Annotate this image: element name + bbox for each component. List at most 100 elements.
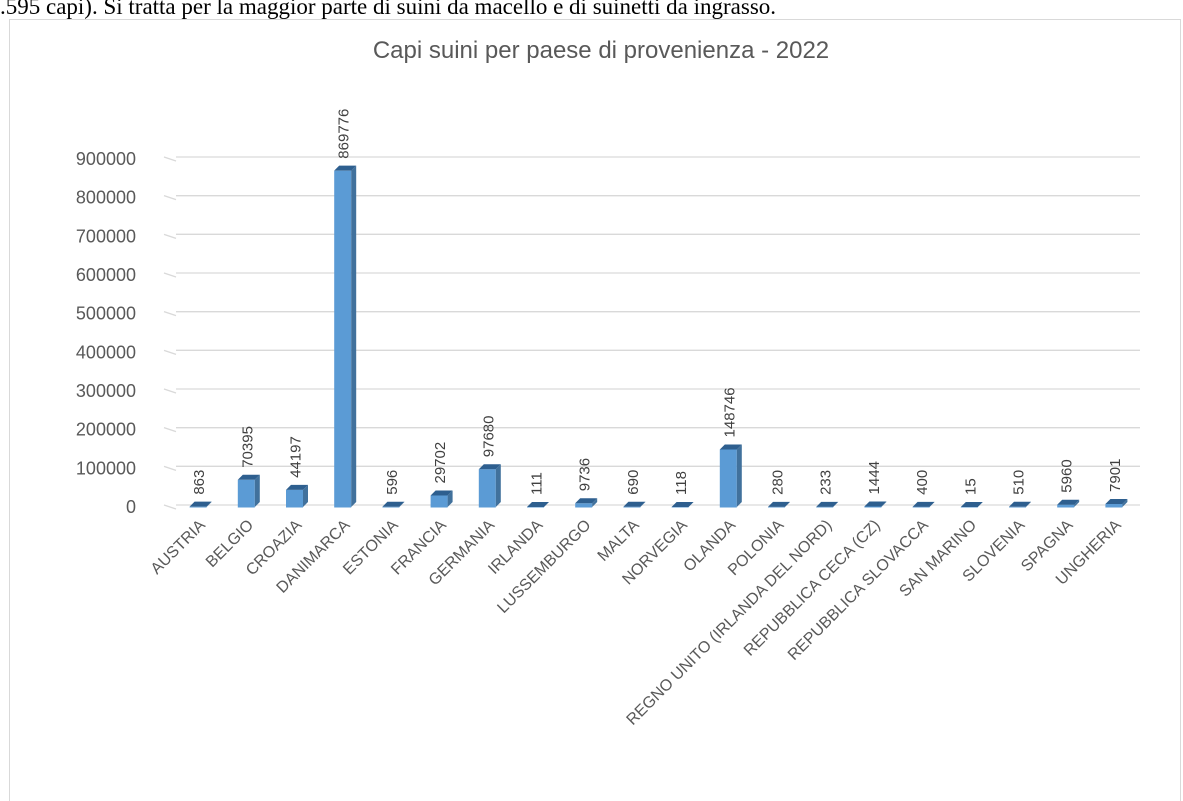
gridline-depth: [163, 156, 177, 162]
bar-top: [430, 490, 453, 496]
gridline-depth: [163, 465, 177, 471]
data-label: 15: [962, 478, 979, 495]
data-label: 44197: [288, 436, 305, 478]
data-label: 9736: [577, 458, 594, 491]
data-label: 70395: [239, 426, 256, 468]
data-label: 118: [673, 471, 690, 495]
bar-top: [864, 501, 887, 507]
data-label: 233: [818, 470, 835, 495]
bar: [478, 464, 501, 508]
bar-front: [1105, 503, 1123, 508]
bar-side: [351, 165, 357, 507]
bar: [1057, 499, 1080, 508]
gridline-depth: [163, 233, 177, 239]
y-tick-label: 900000: [76, 149, 136, 169]
bar-front: [478, 469, 496, 508]
y-tick-label: 300000: [76, 381, 136, 401]
bar-side: [833, 501, 839, 507]
y-tick-label: 0: [126, 497, 136, 517]
bar: [382, 501, 405, 508]
gridline-depth: [163, 504, 177, 510]
bar-top: [912, 501, 935, 507]
gridline-depth: [163, 272, 177, 278]
bar-front: [960, 506, 978, 508]
bar-side: [447, 490, 453, 507]
x-tick-label: MALTA: [595, 517, 643, 565]
bar: [719, 444, 742, 508]
bar-side: [254, 474, 260, 507]
bar-chart: 0 100000 200000 300000 400000 500000 600000 700…: [76, 37, 1140, 729]
data-label: 148746: [721, 387, 738, 437]
bar-top: [478, 464, 501, 470]
bar-front: [623, 506, 641, 508]
bar-front: [768, 506, 785, 508]
bar: [912, 501, 935, 508]
data-label: 111: [529, 472, 546, 495]
data-label: 280: [770, 470, 787, 495]
chart-title: Capi suini per paese di provenienza - 20…: [373, 37, 829, 64]
bar-top: [286, 484, 308, 490]
bar: [1009, 501, 1031, 508]
bar-top: [237, 474, 260, 480]
data-label: 869776: [336, 109, 353, 159]
gridline-depth: [163, 427, 177, 433]
data-label: 1444: [866, 461, 883, 494]
bar-front: [575, 503, 593, 508]
bar: [237, 474, 260, 508]
bar: [768, 501, 790, 508]
bar-front: [1009, 506, 1026, 508]
gridline-depth: [163, 349, 177, 355]
bar-side: [495, 464, 501, 507]
bar-top: [382, 501, 405, 507]
bar-side: [206, 501, 212, 507]
x-tick-label: AUSTRIA: [148, 517, 209, 578]
bar-front: [816, 506, 834, 508]
bar-top: [623, 501, 646, 507]
y-tick-label: 100000: [76, 458, 136, 478]
y-tick-label: 500000: [76, 304, 136, 324]
y-axis-ticks: 0 100000 200000 300000 400000 500000 600000 700…: [76, 149, 136, 517]
y-tick-label: 400000: [76, 342, 136, 362]
bar-top: [768, 501, 790, 507]
bar-side: [544, 501, 549, 507]
bar-front: [286, 489, 303, 508]
y-tick-label: 700000: [76, 226, 136, 246]
data-label: 596: [384, 470, 401, 495]
bar-top: [671, 501, 694, 507]
bar-top: [816, 501, 839, 507]
bar-side: [929, 501, 935, 507]
bar-top: [960, 501, 983, 507]
bar-front: [334, 170, 352, 508]
bar-side: [1026, 501, 1031, 507]
bar: [671, 501, 694, 508]
gridline-depth: [163, 388, 177, 394]
bar: [189, 501, 212, 508]
gridlines: [163, 156, 1140, 510]
x-tick-label: LUSSEMBURGO: [494, 517, 594, 617]
bar-front: [237, 479, 255, 508]
bar-top: [1057, 499, 1080, 505]
data-label: 7901: [1107, 459, 1124, 492]
bar: [430, 490, 453, 508]
data-label: 29702: [432, 442, 449, 484]
x-axis-ticks: AUSTRIABELGIOCROAZIADANIMARCAESTONIAFRAN…: [148, 517, 1125, 729]
bar-front: [382, 506, 400, 508]
data-labels: 863 70395 44197 869776 596 29702 97680 111 9736 6…: [191, 109, 1124, 495]
y-tick-label: 200000: [76, 420, 136, 440]
bar-side: [736, 444, 742, 507]
bar-front: [719, 449, 737, 508]
bar-top: [1009, 501, 1031, 507]
document-text-line: .595 capi). Si tratta per la maggior par…: [0, 0, 777, 19]
bar-top: [575, 498, 598, 504]
bar-side: [303, 484, 308, 507]
chart-frame: 0 100000 200000 300000 400000 500000 600000 700…: [9, 19, 1181, 801]
bar-side: [881, 501, 887, 507]
bar-front: [864, 506, 882, 508]
data-label: 5960: [1059, 459, 1076, 492]
bar-side: [592, 498, 598, 507]
bar: [334, 165, 357, 508]
bar-side: [977, 501, 983, 507]
bar: [623, 501, 646, 508]
bar: [960, 501, 983, 508]
bar-side: [640, 501, 646, 507]
